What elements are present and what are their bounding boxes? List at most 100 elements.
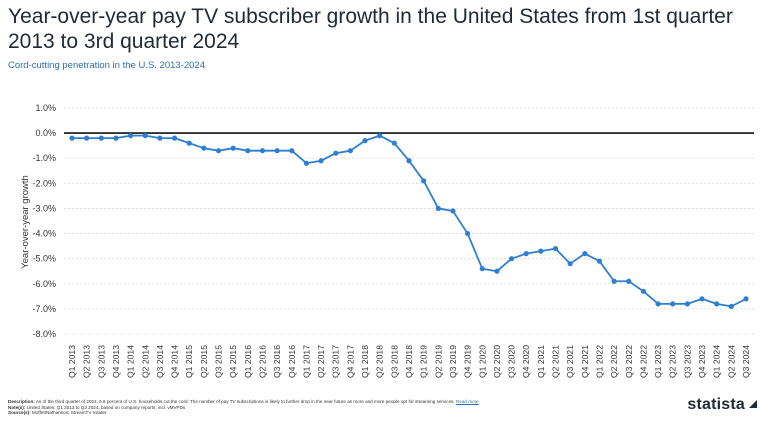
chart-title: Year-over-year pay TV subscriber growth … bbox=[8, 5, 733, 53]
x-tick-label: Q3 2022 bbox=[624, 345, 634, 378]
data-point bbox=[98, 135, 104, 141]
footer-notes: Description: As of the third quarter of … bbox=[8, 399, 608, 416]
x-tick-label: Q2 2022 bbox=[609, 345, 619, 378]
footer-sources-line: Source(s): MoffettNathanson; StreamTV In… bbox=[8, 410, 608, 416]
data-point bbox=[611, 278, 617, 284]
x-tick-label: Q3 2019 bbox=[448, 345, 458, 378]
chart-subtitle[interactable]: Cord-cutting penetration in the U.S. 201… bbox=[8, 60, 205, 71]
data-point bbox=[670, 301, 676, 307]
data-point bbox=[362, 138, 368, 144]
data-point bbox=[333, 150, 339, 156]
data-point bbox=[303, 160, 310, 166]
data-point bbox=[655, 301, 661, 307]
x-tick-label: Q4 2014 bbox=[170, 345, 180, 378]
data-point bbox=[508, 256, 515, 262]
x-tick-label: Q3 2021 bbox=[565, 345, 575, 378]
series-layer bbox=[69, 133, 749, 309]
x-tick-label: Q3 2023 bbox=[682, 345, 692, 378]
statista-logo-icon bbox=[749, 400, 757, 408]
data-point bbox=[186, 140, 192, 146]
x-tick-label: Q4 2017 bbox=[345, 345, 355, 378]
x-tick-label: Q4 2022 bbox=[638, 345, 648, 378]
data-point bbox=[245, 148, 251, 154]
data-point bbox=[215, 148, 222, 154]
x-tick-label: Q4 2013 bbox=[111, 345, 121, 378]
grid-layer bbox=[64, 107, 754, 335]
x-tick-label: Q3 2017 bbox=[331, 345, 341, 378]
data-point bbox=[538, 248, 544, 254]
x-tick-label: Q1 2017 bbox=[301, 345, 311, 378]
x-tick-label: Q1 2014 bbox=[126, 345, 136, 378]
x-tick-label: Q2 2018 bbox=[375, 345, 385, 378]
footer-notes-line: Note(s): United States; Q1 2013 to Q3 20… bbox=[8, 405, 608, 411]
x-tick-label: Q4 2016 bbox=[287, 345, 297, 378]
read-more-link[interactable]: Read more bbox=[455, 399, 479, 404]
x-tick-label: Q2 2014 bbox=[140, 345, 150, 378]
x-tick-label: Q4 2018 bbox=[404, 345, 414, 378]
x-tick-label: Q1 2013 bbox=[67, 345, 77, 378]
data-point bbox=[201, 145, 207, 151]
x-tick-label: Q1 2021 bbox=[536, 345, 546, 378]
y-tick-label: -4.0% bbox=[32, 229, 56, 239]
x-tick-label: Q4 2021 bbox=[580, 345, 590, 378]
x-tick-label: Q1 2023 bbox=[653, 345, 663, 378]
y-tick-label: 0.0% bbox=[35, 128, 56, 138]
data-point bbox=[171, 135, 178, 141]
data-point bbox=[596, 258, 603, 264]
x-tick-label: Q4 2020 bbox=[521, 345, 531, 378]
data-point bbox=[347, 148, 353, 154]
data-point bbox=[377, 133, 383, 139]
sources-label: Source(s): bbox=[8, 410, 31, 416]
x-tick-label: Q3 2013 bbox=[96, 345, 106, 378]
data-point bbox=[274, 148, 280, 154]
statista-logo[interactable]: statista bbox=[687, 396, 758, 414]
data-point bbox=[552, 246, 559, 252]
x-tick-label: Q2 2013 bbox=[82, 345, 92, 378]
x-tick-label: Q1 2015 bbox=[184, 345, 194, 378]
x-tick-label: Q2 2016 bbox=[257, 345, 267, 378]
data-point bbox=[259, 148, 266, 154]
x-tick-label: Q4 2019 bbox=[463, 345, 473, 378]
data-point bbox=[289, 148, 295, 154]
x-tick-label: Q1 2019 bbox=[419, 345, 429, 378]
y-tick-label: -7.0% bbox=[32, 304, 56, 314]
data-point bbox=[626, 278, 632, 284]
sources-text: MoffettNathanson; StreamTV Insider bbox=[32, 410, 107, 416]
brand-name: statista bbox=[687, 396, 745, 413]
data-point bbox=[479, 266, 485, 272]
y-axis-label: Year-over-year growth bbox=[20, 175, 31, 269]
x-tick-label: Q1 2024 bbox=[712, 345, 722, 378]
y-tick-label: -1.0% bbox=[32, 153, 56, 163]
x-tick-label: Q1 2016 bbox=[243, 345, 253, 378]
data-point bbox=[406, 158, 412, 164]
x-tick-label: Q2 2021 bbox=[551, 345, 561, 378]
data-point bbox=[684, 301, 690, 307]
x-tick-label: Q4 2023 bbox=[697, 345, 707, 378]
x-tick-label: Q4 2015 bbox=[228, 345, 238, 378]
data-point bbox=[421, 178, 427, 184]
data-point bbox=[450, 208, 456, 214]
data-point bbox=[714, 301, 720, 307]
x-tick-label: Q2 2019 bbox=[433, 345, 443, 378]
data-point bbox=[391, 140, 397, 146]
x-tick-label: Q1 2018 bbox=[360, 345, 370, 378]
x-tick-label: Q1 2022 bbox=[594, 345, 604, 378]
data-point bbox=[230, 145, 236, 151]
y-tick-label: -2.0% bbox=[32, 178, 56, 188]
description-text: As of the third quarter of 2024, 6.6 per… bbox=[35, 399, 455, 404]
x-tick-label: Q2 2015 bbox=[199, 345, 209, 378]
data-point bbox=[318, 158, 324, 164]
x-tick-label: Q2 2023 bbox=[668, 345, 678, 378]
data-point bbox=[84, 135, 90, 141]
x-tick-label: Q2 2024 bbox=[726, 345, 736, 378]
data-point bbox=[582, 251, 588, 257]
data-point bbox=[494, 268, 500, 274]
x-tick-label: Q3 2015 bbox=[214, 345, 224, 378]
data-point bbox=[69, 135, 75, 141]
notes-label: Note(s): bbox=[8, 404, 26, 410]
data-point bbox=[567, 261, 573, 267]
data-point bbox=[128, 133, 134, 139]
data-point bbox=[142, 133, 148, 139]
y-tick-label: -5.0% bbox=[32, 254, 56, 264]
